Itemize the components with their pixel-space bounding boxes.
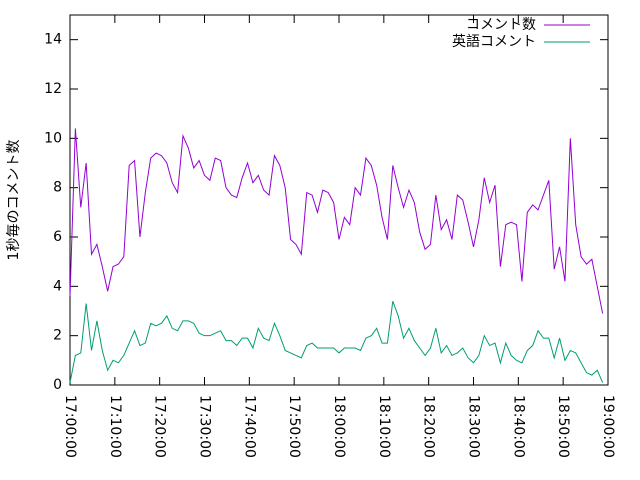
y-tick-label: 0 [53,377,62,393]
x-tick-label: 18:30:00 [466,395,482,458]
y-tick-label: 14 [44,32,62,48]
x-tick-label: 17:50:00 [286,395,302,458]
x-tick-label: 18:10:00 [376,395,392,458]
series-line [69,128,604,314]
x-tick-label: 17:40:00 [241,395,257,458]
legend-label: 英語コメント [452,33,536,50]
x-tick-label: 17:00:00 [62,395,78,458]
x-tick-label: 17:10:00 [107,395,123,458]
y-axis-label: 1秒毎のコメント数 [6,140,22,261]
y-tick-label: 10 [44,130,62,146]
series-line [69,300,604,383]
x-tick-label: 17:20:00 [152,395,168,458]
x-tick-label: 17:30:00 [197,395,213,458]
plot-frame [69,14,609,386]
x-tick-label: 18:40:00 [510,395,526,458]
y-tick-label: 12 [44,81,62,97]
y-tick-label: 4 [53,278,62,294]
x-tick-label: 19:00:00 [600,395,616,458]
x-tick-label: 18:20:00 [421,395,437,458]
legend-label: コメント数 [466,17,536,33]
y-tick-label: 8 [53,180,62,196]
y-tick-label: 2 [53,328,62,344]
x-tick-label: 18:00:00 [331,395,347,458]
y-tick-label: 6 [53,229,62,245]
x-tick-label: 18:50:00 [555,395,571,458]
